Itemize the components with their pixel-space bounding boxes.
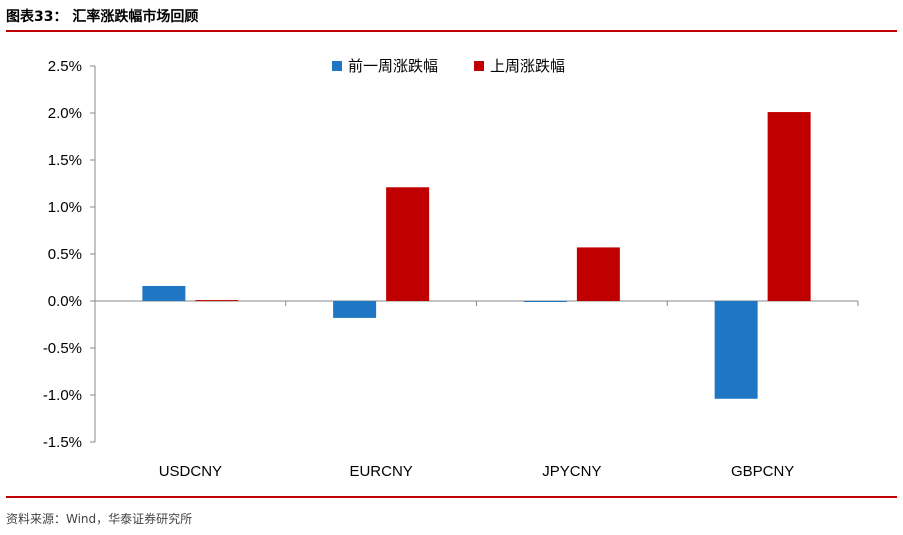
bar-prev-week-gbpcny — [714, 301, 758, 399]
footer-divider — [6, 496, 897, 498]
title-bar: 图表33： 汇率涨跌幅市场回顾 — [6, 4, 897, 32]
source-note: 资料来源：Wind，华泰证券研究所 — [6, 512, 193, 526]
bar-prev-week-usdcny — [142, 285, 186, 301]
chart-area: 2.5% 2.0% 1.5% 1.0% 0.5% 0.0% -0.5% -1.0% -1.5% U… — [0, 40, 903, 495]
x-tick-label: JPYCNY — [542, 463, 601, 480]
y-tick-label: 1.0% — [48, 199, 82, 216]
bar-last-week-usdcny — [195, 300, 239, 302]
x-tick-label: GBPCNY — [731, 463, 794, 480]
y-tick-label: 0.5% — [48, 246, 82, 263]
x-tick-label: USDCNY — [159, 463, 222, 480]
y-tick-label: 1.5% — [48, 152, 82, 169]
y-tick-label: -1.0% — [43, 387, 82, 404]
y-tick-label: -0.5% — [43, 340, 82, 357]
legend-swatch — [332, 61, 342, 71]
bar-prev-week-eurcny — [333, 301, 377, 318]
bar-last-week-jpycny — [576, 247, 620, 301]
chart-title: 图表33： 汇率涨跌幅市场回顾 — [6, 9, 199, 25]
legend-label: 前一周涨跌幅 — [348, 58, 438, 75]
y-tick-label: 2.0% — [48, 105, 82, 122]
y-tick-label: 0.0% — [48, 293, 82, 310]
legend-swatch — [474, 61, 484, 71]
x-tick-label: EURCNY — [349, 463, 412, 480]
legend-label: 上周涨跌幅 — [490, 58, 565, 75]
bar-chart: 2.5% 2.0% 1.5% 1.0% 0.5% 0.0% -0.5% -1.0% -1.5% U… — [43, 58, 859, 480]
y-tick-label: 2.5% — [48, 58, 82, 75]
y-tick-label: -1.5% — [43, 434, 82, 451]
bar-prev-week-jpycny — [523, 301, 567, 302]
bar-last-week-gbpcny — [767, 112, 811, 301]
bar-last-week-eurcny — [386, 187, 430, 301]
